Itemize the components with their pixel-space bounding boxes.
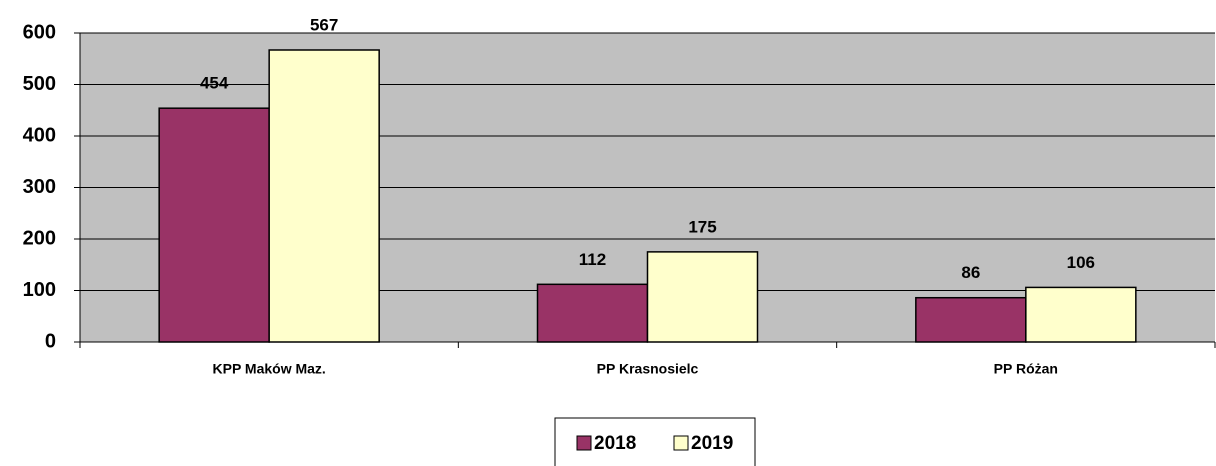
bar (536, 283, 649, 343)
x-tick-label: KPP Maków Maz. (213, 361, 326, 377)
legend-swatch (576, 435, 592, 451)
bar (1025, 286, 1137, 343)
legend-label: 2019 (691, 433, 733, 454)
value-label: 112 (579, 250, 606, 269)
y-tick-label: 600 (23, 21, 56, 43)
x-tick-label: PP Różan (994, 361, 1058, 377)
y-tick-label: 100 (23, 279, 56, 301)
bar (646, 251, 759, 343)
value-label: 175 (688, 217, 716, 236)
y-tick-label: 500 (23, 73, 56, 95)
value-label: 86 (961, 263, 980, 282)
y-tick-label: 300 (23, 176, 56, 198)
value-label: 567 (310, 15, 338, 34)
bar (915, 296, 1027, 343)
value-label: 106 (1067, 253, 1095, 272)
y-tick-label: 400 (23, 124, 56, 146)
bar (158, 107, 270, 343)
legend-label: 2018 (594, 433, 636, 454)
value-label: 454 (200, 74, 229, 93)
bar (268, 49, 380, 343)
x-tick-label: PP Krasnosielc (597, 361, 699, 377)
legend-swatch (673, 435, 689, 451)
y-tick-label: 200 (23, 227, 56, 249)
y-tick-label: 0 (45, 330, 56, 352)
